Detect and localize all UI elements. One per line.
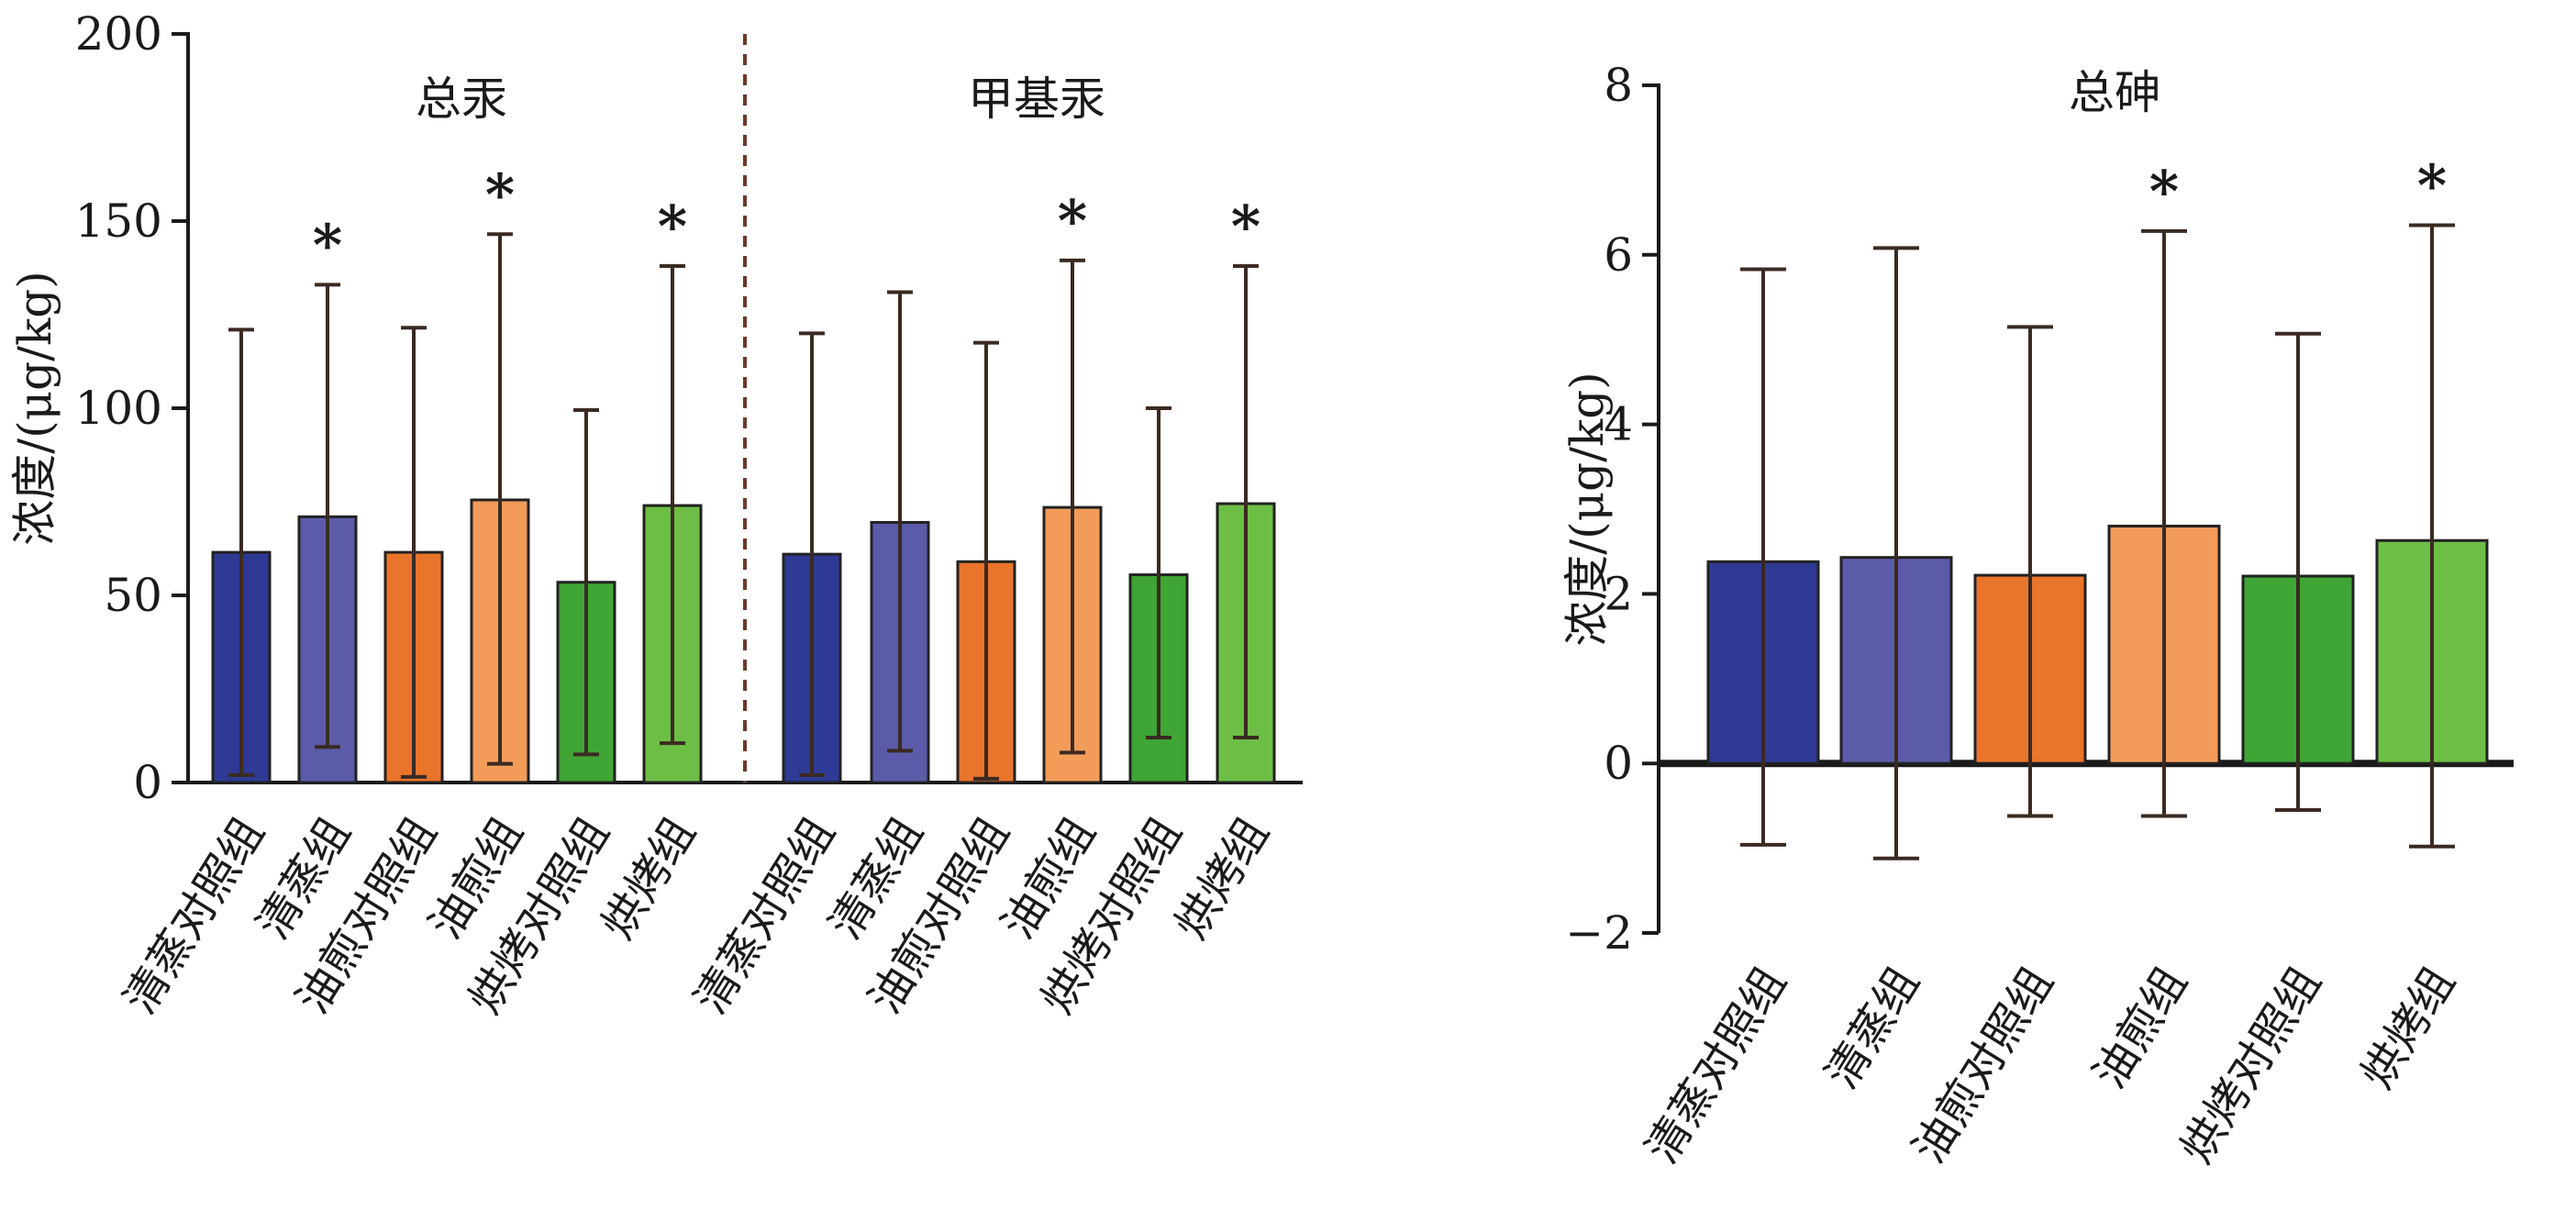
y-tick-label: 0	[1604, 737, 1633, 790]
y-tick-label: 150	[75, 194, 162, 248]
left-chart-panel: 050100150200浓度/(μg/kg)总汞清蒸对照组*清蒸组油煎对照组*油…	[8, 7, 1303, 1023]
x-category-label: 油煎对照组	[1903, 959, 2063, 1172]
significance-marker: *	[1231, 193, 1260, 260]
x-category-label: 清蒸对照组	[684, 809, 845, 1023]
x-category-label: 烘烤组	[1165, 809, 1279, 949]
significance-marker: *	[1058, 187, 1087, 254]
significance-marker: *	[2149, 158, 2179, 225]
significance-marker: *	[2417, 151, 2447, 218]
x-category-label: 清蒸对照组	[1636, 959, 1796, 1172]
y-tick-label: 4	[1604, 398, 1633, 451]
significance-marker: *	[658, 193, 687, 260]
x-category-label: 烘烤对照组	[2171, 959, 2331, 1172]
group-title: 总砷	[2069, 66, 2160, 119]
x-category-label: 清蒸组	[1815, 959, 1929, 1098]
y-tick-label: 0	[133, 756, 162, 809]
y-tick-label: −2	[1565, 906, 1633, 960]
y-tick-label: 100	[75, 382, 162, 435]
group-title: 甲基汞	[968, 72, 1105, 126]
x-category-label: 油煎组	[2083, 959, 2197, 1098]
y-tick-label: 200	[75, 7, 162, 61]
group-title: 总汞	[416, 72, 507, 126]
significance-marker: *	[313, 211, 342, 278]
y-tick-label: 8	[1604, 59, 1633, 112]
y-axis-label: 浓度/(μg/kg)	[1560, 372, 1614, 647]
x-category-label: 烘烤组	[2351, 959, 2465, 1098]
significance-marker: *	[485, 161, 515, 228]
y-axis-label: 浓度/(μg/kg)	[8, 271, 61, 546]
y-tick-label: 2	[1604, 567, 1633, 620]
y-tick-label: 50	[104, 569, 162, 622]
y-tick-label: 6	[1604, 228, 1633, 282]
